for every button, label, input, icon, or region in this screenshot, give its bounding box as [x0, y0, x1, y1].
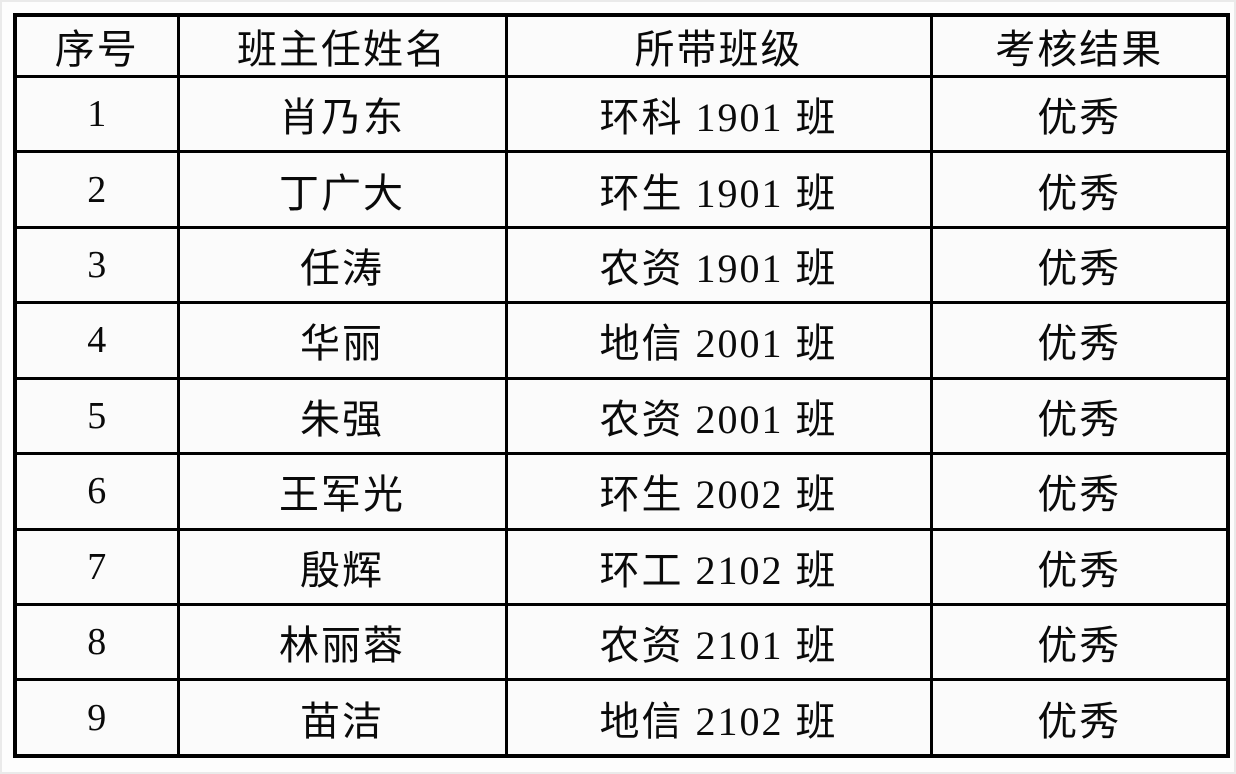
assessment-results-table: 序号 班主任姓名 所带班级 考核结果 1 肖乃东 环科 1901 班 优秀 2 …	[13, 13, 1230, 758]
header-seq: 序号	[13, 13, 180, 78]
cell-result: 优秀	[929, 150, 1230, 229]
table-row: 7 殷辉 环工 2102 班 优秀	[13, 527, 1230, 606]
cell-class: 地信 2001 班	[504, 301, 933, 380]
cell-seq: 8	[13, 602, 180, 682]
table-row: 4 华丽 地信 2001 班 优秀	[13, 301, 1230, 380]
table-row: 5 朱强 农资 2001 班 优秀	[13, 376, 1230, 456]
cell-class: 环生 1901 班	[504, 150, 933, 229]
cell-seq: 5	[13, 376, 180, 456]
header-teacher: 班主任姓名	[176, 13, 508, 78]
cell-seq: 3	[13, 225, 180, 305]
cell-seq: 6	[13, 452, 180, 531]
table-row: 2 丁广大 环生 1901 班 优秀	[13, 150, 1230, 229]
cell-teacher-name: 殷辉	[176, 527, 508, 606]
cell-teacher-name: 林丽蓉	[176, 602, 508, 682]
cell-result: 优秀	[929, 301, 1230, 380]
cell-teacher-name: 朱强	[176, 376, 508, 456]
cell-class: 农资 2001 班	[504, 376, 933, 456]
cell-class: 环工 2102 班	[504, 527, 933, 606]
table-row: 9 苗洁 地信 2102 班 优秀	[13, 678, 1230, 758]
cell-seq: 7	[13, 527, 180, 606]
cell-result: 优秀	[929, 452, 1230, 531]
cell-seq: 4	[13, 301, 180, 380]
table-row: 1 肖乃东 环科 1901 班 优秀	[13, 74, 1230, 154]
cell-class: 环科 1901 班	[504, 74, 933, 154]
table-row: 8 林丽蓉 农资 2101 班 优秀	[13, 602, 1230, 682]
cell-result: 优秀	[929, 602, 1230, 682]
cell-teacher-name: 王军光	[176, 452, 508, 531]
cell-result: 优秀	[929, 225, 1230, 305]
cell-teacher-name: 苗洁	[176, 678, 508, 758]
cell-class: 地信 2102 班	[504, 678, 933, 758]
cell-teacher-name: 丁广大	[176, 150, 508, 229]
cell-seq: 9	[13, 678, 180, 758]
header-row: 序号 班主任姓名 所带班级 考核结果	[13, 13, 1230, 78]
header-result: 考核结果	[929, 13, 1230, 78]
cell-teacher-name: 任涛	[176, 225, 508, 305]
cell-seq: 1	[13, 74, 180, 154]
cell-teacher-name: 肖乃东	[176, 74, 508, 154]
table-row: 6 王军光 环生 2002 班 优秀	[13, 452, 1230, 531]
cell-class: 农资 2101 班	[504, 602, 933, 682]
cell-result: 优秀	[929, 376, 1230, 456]
cell-result: 优秀	[929, 678, 1230, 758]
header-class: 所带班级	[504, 13, 933, 78]
cell-class: 环生 2002 班	[504, 452, 933, 531]
cell-seq: 2	[13, 150, 180, 229]
cell-class: 农资 1901 班	[504, 225, 933, 305]
cell-result: 优秀	[929, 527, 1230, 606]
table-row: 3 任涛 农资 1901 班 优秀	[13, 225, 1230, 305]
cell-teacher-name: 华丽	[176, 301, 508, 380]
cell-result: 优秀	[929, 74, 1230, 154]
